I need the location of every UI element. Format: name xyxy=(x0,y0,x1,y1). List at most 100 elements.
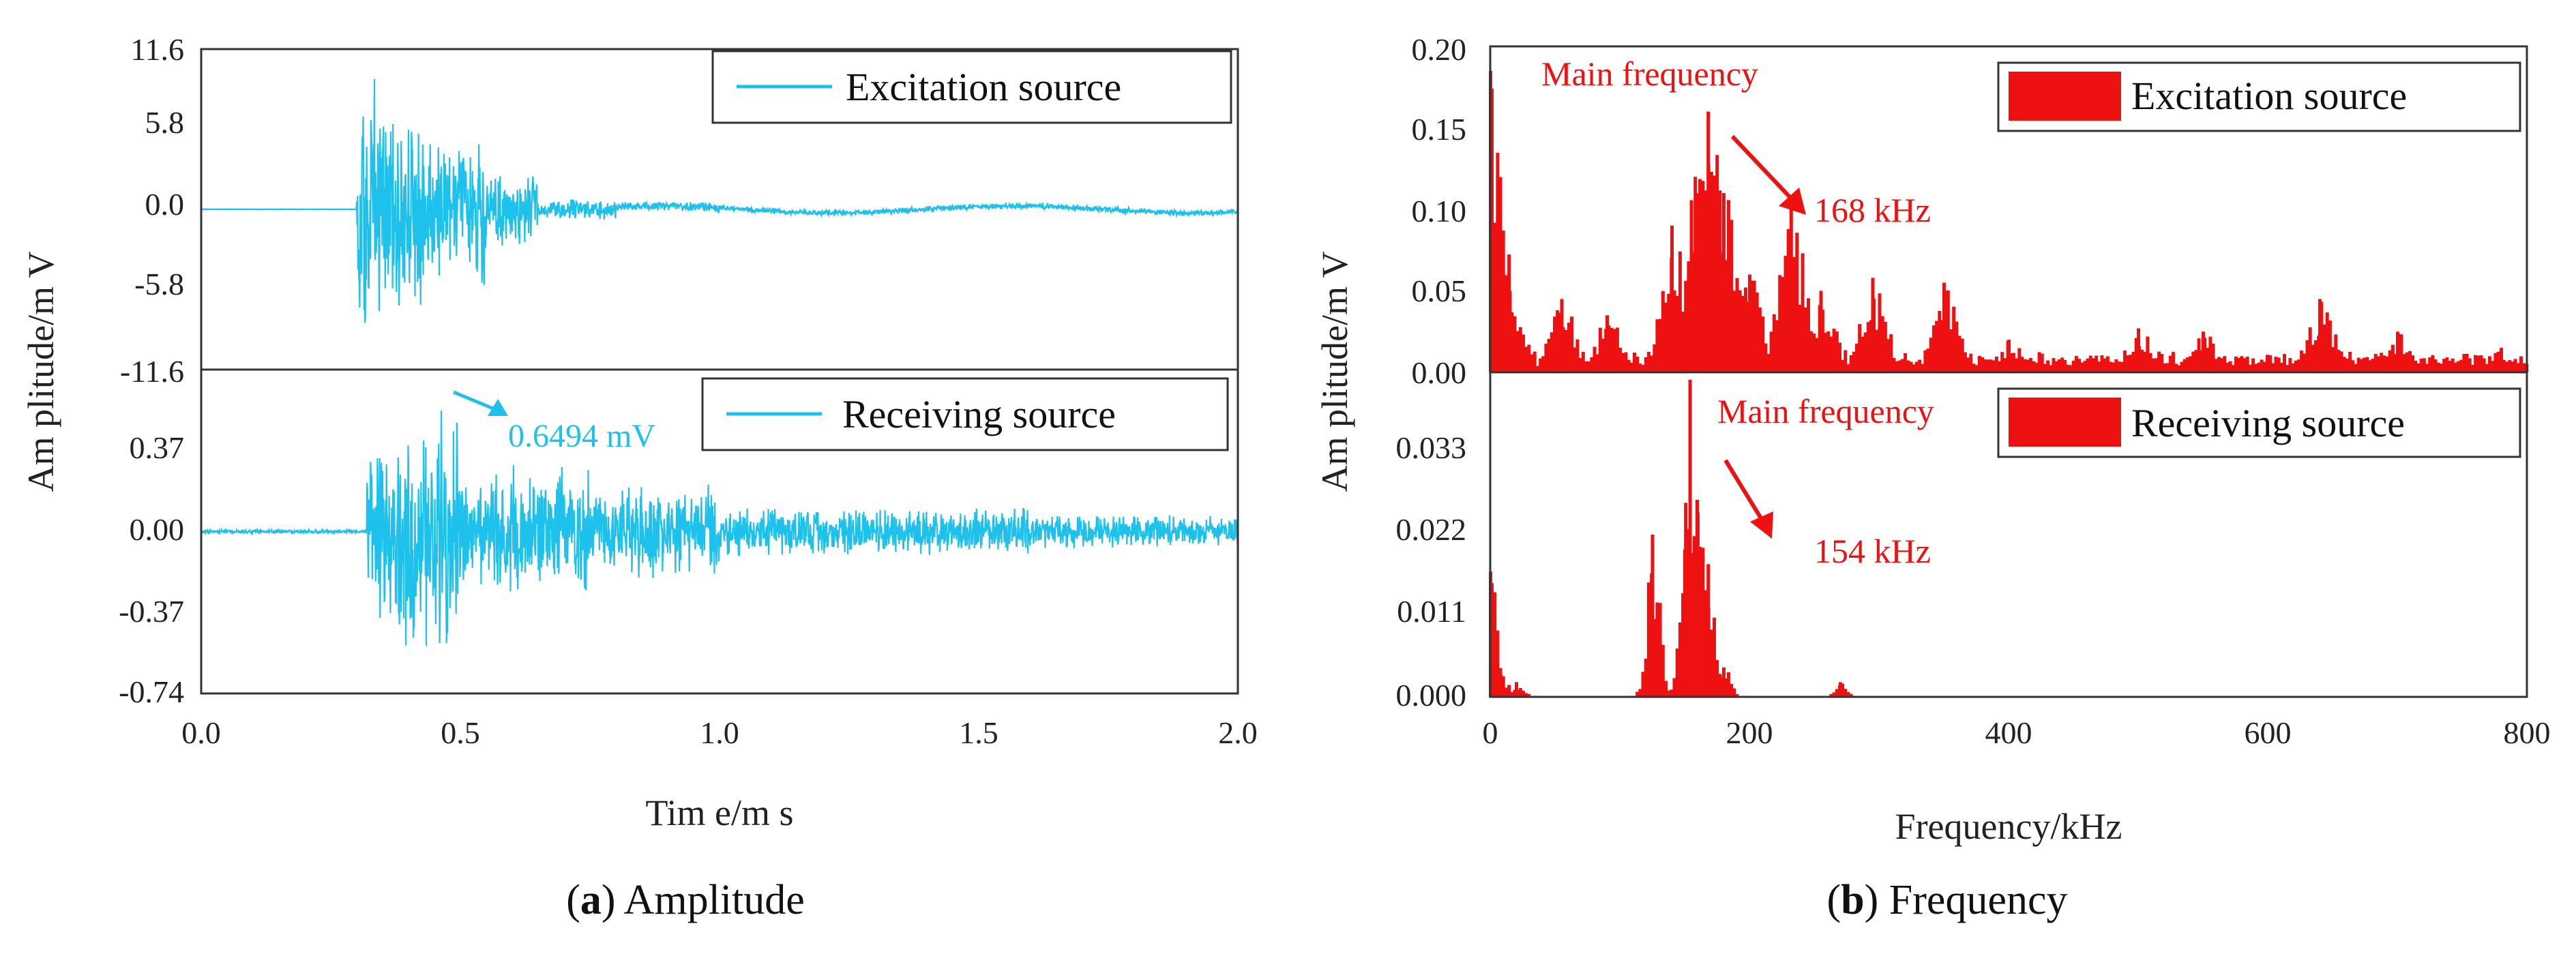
chart-a-xlabel: Tim e/m s xyxy=(645,792,793,833)
spectrum-bar xyxy=(1883,322,1887,372)
spectrum-peak xyxy=(2007,340,2011,372)
chart-b-xtick: 400 xyxy=(1985,715,2032,750)
spectrum-bar xyxy=(2049,365,2053,372)
spectrum-bar xyxy=(1510,691,1514,697)
chart-b-top-legend: Excitation source xyxy=(1997,61,2521,132)
spectrum-bar xyxy=(1701,181,1705,372)
spectrum-bar xyxy=(1664,302,1668,372)
spectrum-bar xyxy=(1783,256,1788,372)
spectrum-bar xyxy=(2174,363,2178,372)
spectrum-bar xyxy=(2485,363,2489,372)
spectrum-bar xyxy=(1515,331,1520,372)
spectrum-bar xyxy=(1858,324,1862,372)
spectrum-bar xyxy=(1713,617,1716,697)
chart-a-data-layer xyxy=(201,78,1239,646)
spectrum-bar xyxy=(2211,344,2215,372)
spectrum-bar xyxy=(1764,343,1768,372)
spectrum-peak xyxy=(1508,290,1512,372)
chart-a-top-ytick: -5.8 xyxy=(134,267,184,301)
spectrum-bar xyxy=(1518,688,1522,697)
spectrum-bar xyxy=(1533,351,1537,372)
spectrum-bar xyxy=(1493,592,1497,697)
spectrum-bar xyxy=(1918,359,1921,372)
spectrum-bar xyxy=(1923,350,1927,372)
spectrum-bar xyxy=(2165,363,2170,372)
spectrum-bar xyxy=(1587,361,1591,372)
chart-b-xtick: 0 xyxy=(1483,715,1498,750)
spectrum-bar xyxy=(1735,278,1739,372)
spectrum-bar xyxy=(1723,678,1728,697)
spectrum-bar xyxy=(1983,359,1987,372)
spectrum-bar xyxy=(2077,359,2082,372)
spectrum-bar xyxy=(2148,353,2152,372)
spectrum-peak xyxy=(1722,193,1726,372)
chart-b-bottom-annotation: Main frequency 154 kHz xyxy=(1717,392,1934,570)
chart-a-xtick: 2.0 xyxy=(1218,715,1258,750)
spectrum-bar xyxy=(2071,361,2075,372)
spectrum-bar xyxy=(1981,357,1984,372)
spectrum-bar xyxy=(2083,361,2087,372)
spectrum-bar xyxy=(2105,356,2109,372)
spectrum-bar xyxy=(2157,351,2161,372)
spectrum-bar xyxy=(2516,363,2520,372)
spectrum-peak xyxy=(1789,204,1793,372)
spectrum-bar xyxy=(2100,355,2104,372)
spectrum-bar xyxy=(2234,356,2238,372)
chart-a-top-ytick: 11.6 xyxy=(130,32,184,67)
chart-a-top-ytick: -11.6 xyxy=(120,354,184,389)
spectrum-peak xyxy=(1722,667,1726,697)
spectrum-bar xyxy=(2277,357,2281,372)
spectrum-bar xyxy=(1650,355,1654,372)
spectrum-peak xyxy=(2318,299,2322,372)
spectrum-bar xyxy=(1926,348,1930,372)
spectrum-bar xyxy=(1726,672,1730,697)
spectrum-bar xyxy=(2422,358,2426,372)
spectrum-bar xyxy=(1556,310,1560,372)
spectrum-bar xyxy=(1618,348,1623,372)
spectrum-peak xyxy=(1942,282,1946,372)
spectrum-bar xyxy=(2337,349,2341,372)
spectrum-bar xyxy=(1698,179,1702,372)
spectrum-bar xyxy=(2011,353,2015,372)
chart-a-bottom-ytick: -0.37 xyxy=(119,594,184,629)
spectrum-bar xyxy=(1513,689,1517,697)
spectrum-bar xyxy=(1832,329,1836,372)
spectrum-bar xyxy=(2482,358,2486,372)
spectrum-bar xyxy=(2097,361,2101,372)
spectrum-bar xyxy=(2459,359,2463,372)
spectrum-peak xyxy=(2137,328,2140,372)
spectrum-bar xyxy=(1610,327,1614,372)
spectrum-bar xyxy=(2034,363,2039,372)
spectrum-bar xyxy=(1900,359,1904,372)
chart-b-bottom-main-frequency-label: Main frequency xyxy=(1717,392,1934,430)
spectrum-bar xyxy=(2129,355,2133,372)
spectrum-bar xyxy=(2057,359,2061,372)
chart-b-bottom-ytick: 0.000 xyxy=(1396,678,1467,713)
spectrum-bar xyxy=(2143,352,2147,372)
spectrum-bar xyxy=(2339,351,2343,372)
svg-text:(a) Amplitude: (a) Amplitude xyxy=(566,877,805,923)
spectrum-bar xyxy=(1829,336,1833,372)
spectrum-bar xyxy=(1524,346,1528,372)
spectrum-bar xyxy=(1895,361,1899,372)
spectrum-bar xyxy=(1935,320,1939,372)
spectrum-bar xyxy=(2015,358,2019,372)
spectrum-bar xyxy=(1815,338,1819,372)
spectrum-bar xyxy=(1653,618,1657,697)
spectrum-bar xyxy=(2356,357,2360,372)
spectrum-bar xyxy=(1627,359,1631,372)
spectrum-bar xyxy=(1730,220,1734,372)
spectrum-bar xyxy=(2228,361,2232,372)
caption-a-text: Amplitude xyxy=(624,877,805,923)
chart-a-bottom-legend: Receiving source xyxy=(701,377,1229,451)
spectrum-bar xyxy=(2493,353,2498,372)
caption-b: (b) Frequency xyxy=(1827,877,2068,923)
spectrum-bar xyxy=(1775,320,1779,372)
spectrum-bar xyxy=(1504,275,1508,372)
spectrum-bar xyxy=(1829,693,1833,697)
chart-b-bottom-panel-frame xyxy=(1489,371,2528,698)
spectrum-bar xyxy=(2408,350,2412,372)
chart-b-top-annotation: Main frequency 168 kHz xyxy=(1541,55,1931,229)
spectrum-bar xyxy=(2220,358,2224,372)
spectrum-bar xyxy=(1778,275,1782,372)
